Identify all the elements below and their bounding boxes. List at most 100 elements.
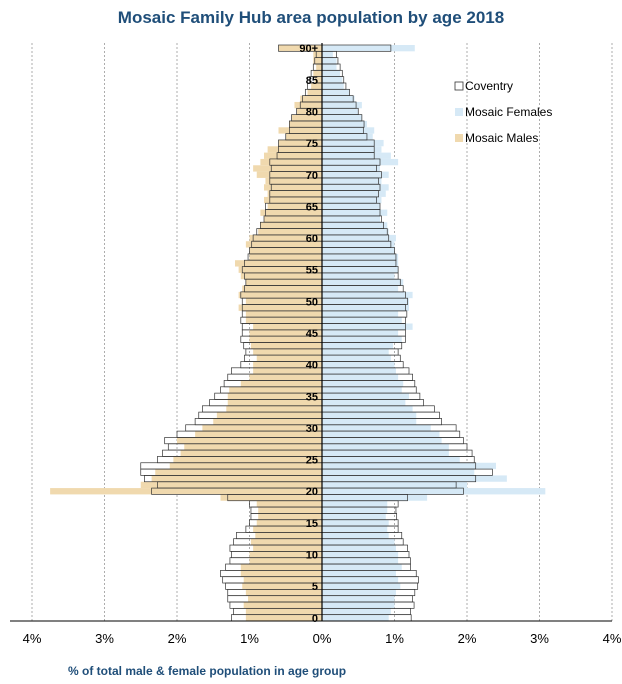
mosaic-female-bar [322,234,396,242]
mosaic-male-bar [213,418,322,425]
mosaic-female-bar [322,399,406,406]
mosaic-female-bar [322,310,399,318]
x-tick-label: 1% [240,631,259,646]
mosaic-male-bar [216,412,322,419]
mosaic-male-bar [242,583,322,590]
x-tick-label: 3% [95,631,114,646]
mosaic-male-bar [256,171,322,178]
mosaic-male-bar [258,513,322,520]
mosaic-female-bar [322,336,402,343]
mosaic-male-bar [248,595,322,603]
mosaic-male-bar [151,475,322,482]
mosaic-male-bar [235,260,322,267]
mosaic-female-bar [322,494,428,501]
mosaic-female-bar [322,51,333,58]
mosaic-male-bar [253,361,322,368]
mosaic-female-bar [322,342,394,349]
mosaic-female-bar [322,127,375,134]
mosaic-female-bar [322,114,362,121]
mosaic-female-bar [322,538,395,546]
mosaic-female-bar [322,241,395,248]
mosaic-male-bar [253,545,322,552]
mosaic-male-bar [245,589,322,596]
mosaic-male-bar [195,431,322,438]
mosaic-female-bar [322,158,399,166]
mosaic-female-bar [322,285,399,292]
age-tick-label: 0 [312,613,318,625]
mosaic-female-bar [322,545,396,552]
x-tick-label: 2% [168,631,187,646]
mosaic-male-bar [256,500,322,508]
mosaic-female-bar [322,557,399,565]
mosaic-male-bar [173,456,322,463]
mosaic-male-bar [265,177,322,185]
mosaic-female-bar [322,329,399,337]
mosaic-male-bar [245,298,322,305]
mosaic-male-bar [245,608,322,615]
mosaic-male-bar [180,450,322,457]
mosaic-male-bar [267,190,322,197]
axes [10,43,612,622]
mosaic-male-bar [240,272,322,280]
legend-label: Coventry [465,79,513,93]
mosaic-female-bar [322,488,546,495]
mosaic-male-bar [253,348,322,356]
mosaic-female-bar [322,222,388,229]
mosaic-male-bar [253,165,322,172]
mosaic-male-bar [245,614,322,621]
mosaic-female-bar [322,89,350,96]
mosaic-male-bar [227,393,322,400]
mosaic-female-bar [322,386,402,394]
mosaic-female-bar [322,431,440,438]
mosaic-female-bar [322,462,496,470]
age-tick-label: 45 [306,328,318,340]
mosaic-male-bar [245,317,322,324]
mosaic-female-bar [322,475,507,482]
mosaic-female-bar [322,564,402,571]
mosaic-male-bar [285,133,322,140]
mosaic-male-bar [50,488,322,495]
mosaic-female-bar [322,443,449,451]
mosaic-male-bar [267,203,322,210]
mosaic-male-bar [243,602,322,609]
age-tick-label: 80 [306,106,318,118]
mosaic-male-bar [267,146,322,153]
mosaic-male-bar [245,279,322,286]
x-axis-title: % of total male & female population in a… [68,664,347,678]
mosaic-female-bar [322,228,389,235]
mosaic-male-bar [238,304,322,311]
mosaic-male-bar [260,158,322,166]
mosaic-female-bar [322,348,389,356]
mosaic-male-bar [243,576,322,584]
mosaic-female-bar [322,608,391,615]
mosaic-male-bar [264,215,322,223]
x-tick-label: 2% [458,631,477,646]
mosaic-male-bar [202,424,322,432]
x-tick-label: 4% [603,631,622,646]
mosaic-female-bar [322,583,401,590]
mosaic-female-bar [322,133,373,140]
mosaic-female-bar [322,323,413,330]
mosaic-male-bar [253,367,322,375]
mosaic-male-bar [256,519,322,527]
age-tick-label: 65 [306,201,318,213]
mosaic-male-bar [250,342,322,349]
mosaic-female-bar [322,95,355,102]
mosaic-male-bar [240,380,322,387]
mosaic-female-bar [322,570,396,577]
age-tick-label: 70 [306,170,318,182]
mosaic-female-bar [322,551,399,558]
mosaic-male-bar [249,374,322,381]
mosaic-male-bar [227,399,322,406]
mosaic-female-bar [322,203,380,210]
age-tick-label: 90+ [299,43,318,55]
mosaic-female-bar [322,469,475,476]
mosaic-female-bar [322,45,415,52]
mosaic-female-bar [322,215,380,223]
mosaic-male-bar [226,405,322,413]
mosaic-male-bar [249,557,322,565]
mosaic-male-bar [313,70,322,77]
age-tick-label: 55 [306,265,318,277]
mosaic-female-bar [322,291,413,299]
age-tick-label: 60 [306,233,318,245]
